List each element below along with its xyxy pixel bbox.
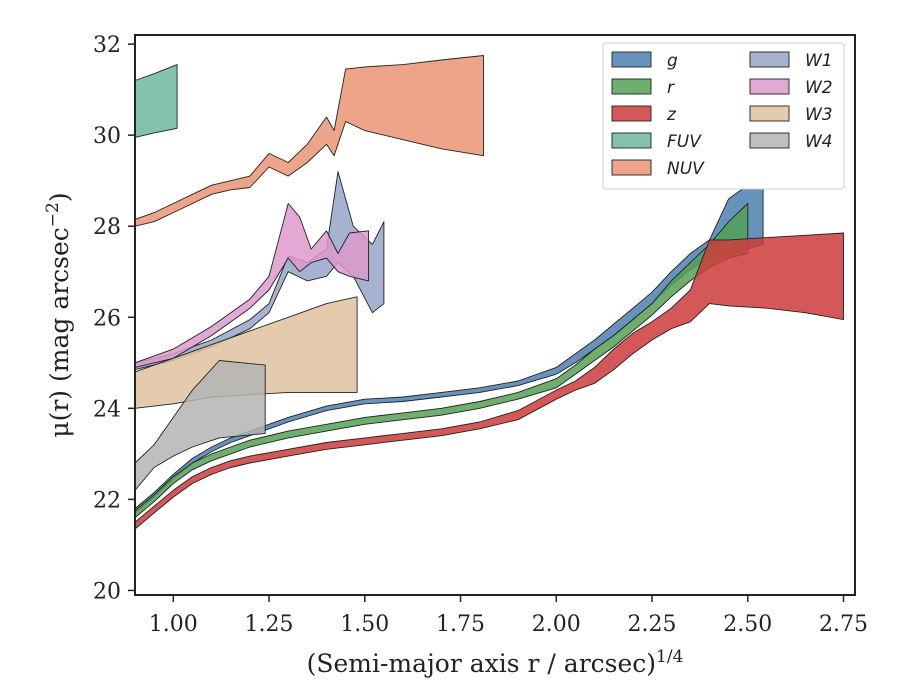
y-tick-label: 26 [93,306,121,331]
area-w4 [134,360,266,491]
legend-label-fuv: FUV [667,132,702,152]
legend: grz FUV NUV W1 W2 W3 W4 [602,42,845,190]
legend-swatch-r [611,78,652,95]
x-axis-label: (Semi-major axis r / arcsec)1/4 [307,647,684,678]
x-tick-label: 1.25 [245,612,294,637]
legend-swatch-fuv [611,132,652,149]
legend-swatch-z [611,105,652,122]
legend-label-w3: W3 [805,105,833,125]
y-axis-ticks: 20 22 24 26 28 30 32 [93,33,135,604]
legend-swatch-w4 [749,132,790,149]
x-tick-label: 1.75 [436,612,485,637]
series-areas [134,55,844,530]
x-tick-label: 2.00 [532,612,581,637]
legend-label-z: z [666,105,677,125]
y-tick-label: 32 [93,33,121,58]
x-tick-label: 1.00 [149,612,198,637]
legend-label-w1: W1 [805,51,833,71]
legend-label-g: g [667,51,678,71]
area-w1 [134,171,385,371]
legend-label-w4: W4 [805,132,833,152]
legend-swatch-w3 [749,105,790,122]
legend-swatch-g [611,51,652,68]
area-w2 [134,203,370,368]
legend-swatch-w1 [749,51,790,68]
legend-label-w2: W2 [805,78,833,98]
y-tick-label: 20 [93,579,121,604]
legend-swatch-nuv [611,159,652,176]
x-tick-label: 2.50 [723,612,772,637]
legend-swatch-w2 [749,78,790,95]
legend-label-r: r [667,78,675,98]
area-nuv [134,55,484,227]
x-tick-label: 1.50 [340,612,389,637]
legend-label-nuv: NUV [667,159,705,179]
y-tick-label: 24 [93,397,121,422]
area-r [134,203,749,519]
x-axis-ticks: 1.00 1.25 1.50 1.75 2.00 2.25 2.50 2.75 [149,595,868,637]
y-tick-label: 22 [93,488,121,513]
plot-frame [134,34,856,596]
x-tick-label: 2.75 [819,612,868,637]
y-tick-label: 28 [93,215,121,240]
y-axis-label: μ(r) (mag arcsec−2) [43,192,74,437]
area-fuv [134,64,178,138]
y-tick-label: 30 [93,124,121,149]
area-z [134,232,844,530]
x-tick-label: 2.25 [628,612,677,637]
